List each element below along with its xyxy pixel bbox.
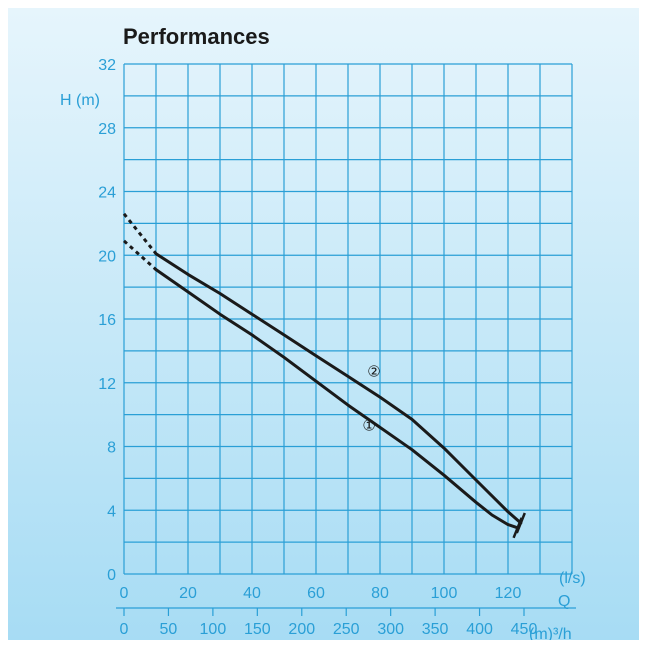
curve-1 <box>154 268 520 530</box>
curve-2-extrapolated <box>122 212 158 255</box>
x2-tick-label: 400 <box>466 621 493 638</box>
curve-1-extrapolated <box>122 239 158 271</box>
performance-chart: Performances H (m) Q (l/s) (m)³/h 048121… <box>8 8 639 640</box>
x-tick-label: 100 <box>431 585 458 602</box>
x-tick-label: 80 <box>371 585 389 602</box>
x2-axis-unit: (m)³/h <box>529 626 572 640</box>
x-tick-label: 20 <box>179 585 197 602</box>
y-tick-label: 16 <box>98 312 116 329</box>
chart-background <box>8 8 639 640</box>
y-axis-label: H (m) <box>60 92 100 109</box>
x2-tick-label: 150 <box>244 621 271 638</box>
x-tick-label: 0 <box>120 585 129 602</box>
x2-tick-label: 300 <box>377 621 404 638</box>
y-tick-label: 20 <box>98 248 116 265</box>
y-tick-label: 4 <box>107 503 116 520</box>
y-tick-label: 28 <box>98 121 116 138</box>
y-tick-label: 32 <box>98 57 116 74</box>
chart-title: Performances <box>123 24 270 49</box>
x2-tick-label: 200 <box>288 621 315 638</box>
curve-2-label: ② <box>367 362 380 380</box>
x-tick-label: 60 <box>307 585 325 602</box>
y-tick-label: 12 <box>98 376 116 393</box>
x2-tick-label: 0 <box>120 621 129 638</box>
x2-tick-label: 50 <box>160 621 178 638</box>
x2-tick-label: 350 <box>422 621 449 638</box>
grid <box>116 63 576 609</box>
x-axis-label: Q <box>558 593 570 610</box>
curves: ①② <box>122 212 526 539</box>
x-tick-label: 40 <box>243 585 261 602</box>
x2-tick-label: 100 <box>200 621 227 638</box>
x2-tick-label: 450 <box>511 621 538 638</box>
chart-panel: Performances H (m) Q (l/s) (m)³/h 0 4 8 12 1… <box>8 8 639 640</box>
y-tick-label: 8 <box>107 440 116 457</box>
axis-ticks: 0 4 8 12 16 20 24 28 32 0 20 40 60 80 100 120 0 50 100 150 2… <box>98 57 537 638</box>
y-tick-label: 0 <box>107 567 116 584</box>
x-tick-label: 120 <box>495 585 522 602</box>
x2-tick-label: 250 <box>333 621 360 638</box>
y-tick-label: 24 <box>98 185 116 202</box>
curve-2 <box>154 252 523 525</box>
curve-2-end-mark <box>515 512 526 534</box>
curve-1-label: ① <box>362 417 375 435</box>
